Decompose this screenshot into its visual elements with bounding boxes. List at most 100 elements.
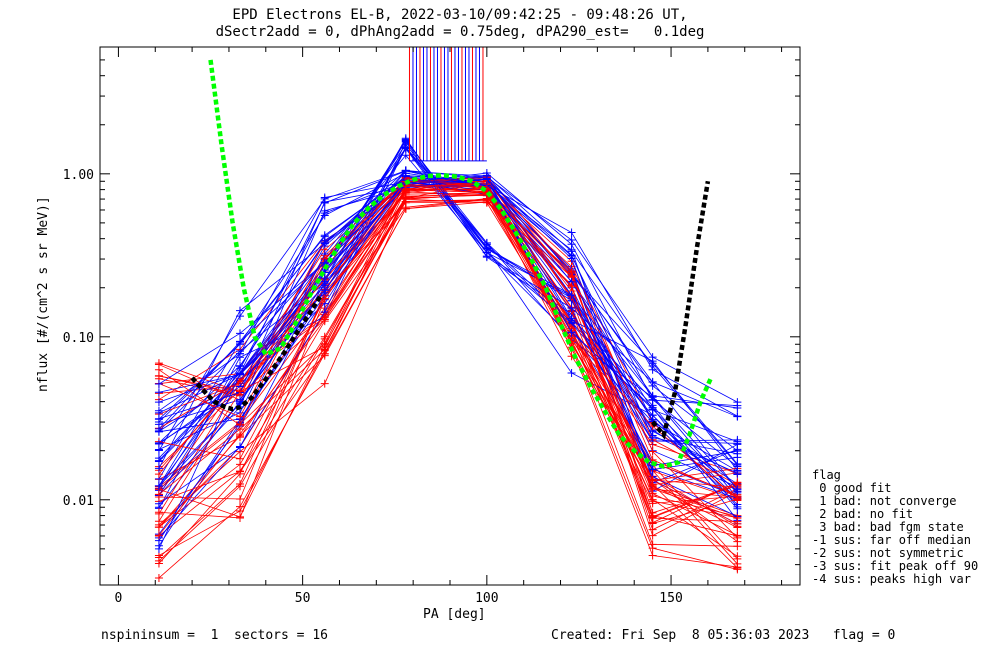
bundle-spectrum-line	[158, 141, 738, 539]
plot-frame	[99, 46, 801, 586]
x-tick-label: 100	[475, 591, 498, 606]
bundle-spectrum-point	[733, 554, 742, 563]
bundle-spectrum-point	[733, 462, 742, 471]
bundle-spectrum-point	[648, 519, 657, 528]
bundle-spectrum-point	[482, 195, 491, 204]
bundle-spectrum-point	[236, 495, 244, 504]
bundle-spectrum-line	[158, 179, 738, 498]
legend-item: -2 sus: not symmetric	[812, 546, 964, 560]
fit-black-right	[650, 180, 711, 440]
bundle-spectrum-point	[648, 484, 657, 493]
bundle-spectrum-point	[154, 456, 163, 465]
y-axis-label: nflux [#/(cm^2 s sr MeV)]	[36, 196, 51, 392]
bundle-spectrum-point	[648, 531, 657, 540]
legend-item: 0 good fit	[812, 481, 892, 495]
legend-item: 2 bad: no fit	[812, 507, 914, 521]
legend-item: -4 sus: peaks high var	[812, 572, 971, 586]
bundle-spectrum-point	[648, 433, 657, 442]
bundle-spectrum-point	[401, 166, 410, 175]
bundle-spectrum-point	[648, 395, 657, 404]
bundle-spectrum-point	[154, 379, 163, 388]
bundle-spectrum-point	[236, 349, 244, 358]
bundle-spectrum-point	[236, 387, 244, 396]
bundle-spectrum-point	[154, 573, 163, 582]
bundle-spectrum-line	[158, 143, 738, 490]
bundle-spectrum-point	[567, 368, 576, 377]
bundle-spectrum-point	[236, 467, 244, 476]
bundle-spectrum-point	[733, 437, 742, 446]
bundle-spectrum-point	[236, 482, 244, 491]
bundle-spectrum-point	[567, 282, 576, 291]
legend-item: -3 sus: fit peak off 90	[812, 559, 979, 573]
legend-item: -1 sus: far off median	[812, 533, 971, 547]
bundle-spectrum-point	[154, 398, 163, 407]
bundle-spectrum-point	[648, 447, 657, 456]
legend-title: flag	[812, 468, 841, 482]
bundle-spectrum-point	[567, 228, 576, 237]
bundle-spectrum-point	[320, 286, 329, 295]
y-tick-label: 0.10	[63, 331, 94, 346]
bundle-spectrum-line	[158, 191, 738, 536]
bundle-spectrum-line	[158, 178, 738, 455]
plot-area	[154, 47, 742, 582]
legend-item: 1 bad: not converge	[812, 494, 957, 508]
y-tick-label: 0.01	[63, 494, 94, 509]
footer-right: Created: Fri Sep 8 05:36:03 2023 flag = …	[551, 628, 896, 643]
x-tick-label: 0	[115, 591, 123, 606]
bundle-spectrum-point	[648, 499, 657, 508]
bundle-spectrum-point	[567, 304, 576, 313]
bundle-spectrum-line	[158, 169, 738, 417]
chart-title-line2: dSectr2add = 0, dPhAng2add = 0.75deg, dP…	[215, 24, 705, 40]
bundle-spectrum-point	[648, 377, 657, 386]
bundle-spectrum-line	[158, 198, 738, 562]
bundle-spectrum-point	[154, 440, 163, 449]
footer-left: nspininsum = 1 sectors = 16	[101, 628, 328, 643]
bundle-spectrum-point	[401, 185, 410, 194]
bundle-spectrum-point	[236, 502, 244, 511]
bundle-spectrum-point	[154, 544, 163, 553]
flag-legend: flag 0 good fit 1 bad: not converge 2 ba…	[812, 469, 978, 586]
y-tick-label: 1.00	[63, 168, 94, 183]
bundle-spectrum-point	[320, 206, 329, 215]
bundle-spectrum-line	[158, 169, 738, 492]
bundle-spectrum-point	[733, 502, 742, 511]
bundle-spectrum-point	[236, 513, 244, 522]
bundle-spectrum-point	[154, 499, 163, 508]
bundle-spectrum-point	[154, 493, 163, 502]
bundle-spectrum-point	[320, 342, 329, 351]
bundle-spectrum-point	[648, 476, 657, 485]
chart-title-line1: EPD Electrons EL-B, 2022-03-10/09:42:25 …	[232, 7, 688, 23]
bundle-spectrum-line	[158, 188, 738, 570]
bundle-spectrum-point	[401, 144, 410, 153]
bundle-spectrum-point	[154, 531, 163, 540]
bundle-spectrum-line	[158, 170, 738, 465]
bundle-spectrum-point	[482, 252, 491, 261]
bundle-spectrum-point	[733, 495, 742, 504]
fit-green	[208, 59, 714, 469]
x-axis-label: PA [deg]	[423, 607, 486, 622]
bundle-spectrum-line	[158, 181, 738, 495]
bundle-spectrum-point	[154, 481, 163, 490]
bundle-spectrum-point	[154, 388, 163, 397]
bundle-spectrum-point	[236, 337, 244, 346]
bundle-spectrum-point	[154, 508, 163, 517]
bundle-spectrum-point	[320, 277, 329, 286]
bundle-spectrum-point	[320, 334, 329, 343]
bundle-spectrum-point	[567, 328, 576, 337]
bundle-spectrum-point	[320, 197, 329, 206]
bundle-spectrum-point	[320, 349, 329, 358]
bundle-spectrum-line	[158, 154, 738, 547]
bundle-spectrum-point	[320, 379, 329, 388]
bundle-spectrum-point	[733, 449, 742, 458]
bundle-spectrum-point	[236, 412, 244, 421]
legend-item: 3 bad: bad fgm state	[812, 520, 964, 534]
bundle-spectrum-point	[236, 329, 244, 338]
bundle-spectrum-line	[158, 178, 738, 481]
bundle-spectrum-point	[320, 315, 329, 324]
bundle-spectrum-point	[648, 357, 657, 366]
bundle-spectrum-line	[158, 183, 738, 525]
bundle-spectrum-point	[567, 240, 576, 249]
bundle-spectrum-point	[567, 314, 576, 323]
bundle-spectrum-line	[158, 170, 738, 471]
